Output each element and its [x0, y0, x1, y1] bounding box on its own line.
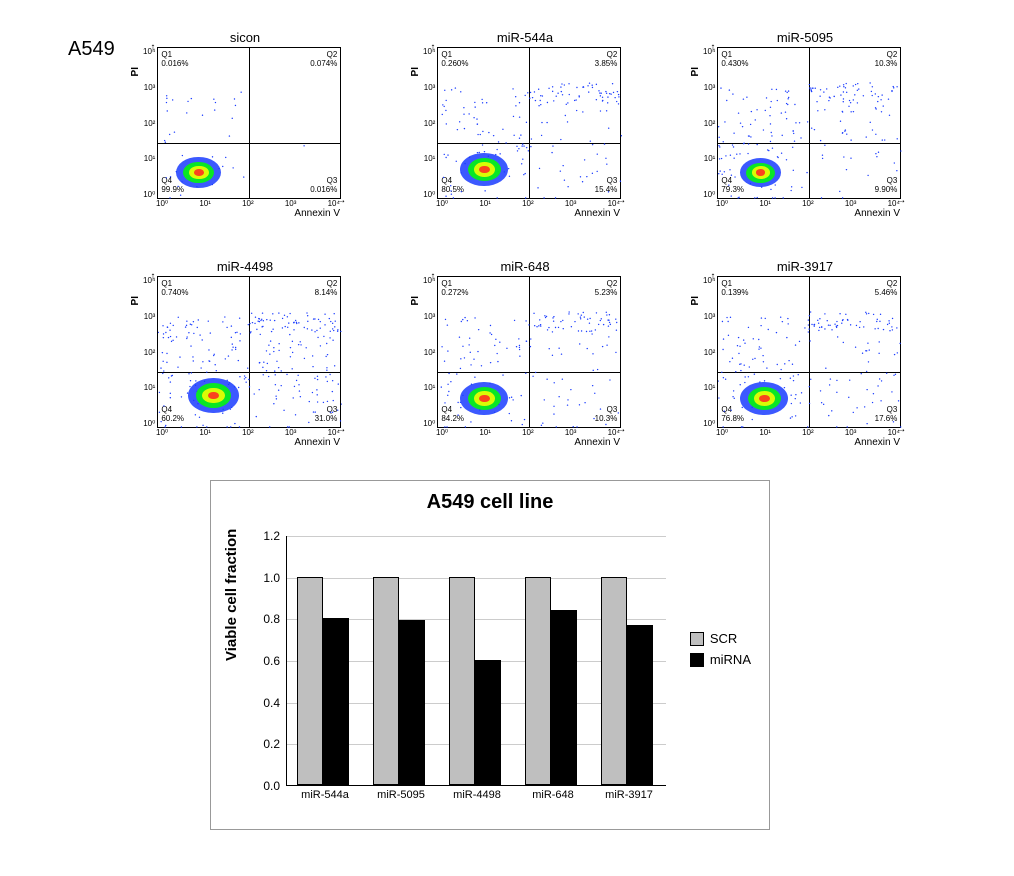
- y-ticks: 10⁴10³10²10¹10⁰: [703, 47, 715, 199]
- bar-chart-y-label: Viable cell fraction: [223, 529, 240, 661]
- bar-scr: [373, 577, 399, 785]
- x-axis-label: Annexin V: [436, 208, 620, 219]
- x-axis-label: Annexin V: [436, 437, 620, 448]
- scatter-title: miR-544a: [410, 30, 640, 45]
- y-ticks: 10⁴10³10²10¹10⁰: [703, 276, 715, 428]
- y-axis-label: PI: [130, 296, 141, 305]
- plot-box: ↑→Q10.139%Q25.46%Q317.6%Q476.8%: [717, 276, 901, 428]
- bar-y-tick: 1.2: [263, 529, 280, 543]
- bar-x-label: miR-544a: [301, 789, 349, 801]
- bar-scr: [297, 577, 323, 785]
- bar-y-tick: 0.2: [263, 737, 280, 751]
- x-axis-label: Annexin V: [156, 437, 340, 448]
- plot-box: ↑→Q10.740%Q28.14%Q331.0%Q460.2%: [157, 276, 341, 428]
- scatter-title: miR-648: [410, 259, 640, 274]
- bar-y-tick: 0.6: [263, 654, 280, 668]
- bar-mirna: [551, 610, 577, 785]
- x-ticks: 10⁰10¹10²10³10⁴: [716, 428, 900, 437]
- scatter-panel-miR-648: miR-648 PI10⁴10³10²10¹10⁰↑→Q10.272%Q25.23…: [410, 259, 640, 448]
- bar-y-tick: 0.4: [263, 696, 280, 710]
- y-ticks: 10⁴10³10²10¹10⁰: [423, 47, 435, 199]
- scatter-dots: [718, 277, 902, 429]
- bar-x-label: miR-4498: [453, 789, 501, 801]
- x-axis-label: Annexin V: [716, 208, 900, 219]
- bar-x-label: miR-3917: [605, 789, 653, 801]
- y-ticks: 10⁴10³10²10¹10⁰: [143, 47, 155, 199]
- bar-scr: [601, 577, 627, 785]
- x-axis-label: Annexin V: [156, 208, 340, 219]
- legend-label-scr: SCR: [710, 631, 737, 646]
- bar-chart-title: A549 cell line: [211, 491, 769, 514]
- bar-x-label: miR-648: [532, 789, 574, 801]
- y-axis-label: PI: [690, 296, 701, 305]
- bar-plot-area: 0.00.20.40.60.81.01.2miR-544amiR-5095miR…: [286, 536, 666, 786]
- bar-y-tick: 0.0: [263, 779, 280, 793]
- legend-item-scr: SCR: [690, 631, 751, 646]
- y-axis-label: PI: [410, 67, 421, 76]
- scatter-title: miR-4498: [130, 259, 360, 274]
- x-ticks: 10⁰10¹10²10³10⁴: [156, 199, 340, 208]
- scatter-panel-sicon: sicon PI10⁴10³10²10¹10⁰↑→Q10.016%Q20.074%…: [130, 30, 360, 219]
- scatter-panel-miR-3917: miR-3917 PI10⁴10³10²10¹10⁰↑→Q10.139%Q25.4…: [690, 259, 920, 448]
- scatter-title: miR-5095: [690, 30, 920, 45]
- x-ticks: 10⁰10¹10²10³10⁴: [156, 428, 340, 437]
- scatter-dots: [438, 277, 622, 429]
- scatter-dots: [438, 48, 622, 200]
- y-axis-label: PI: [130, 67, 141, 76]
- bar-x-label: miR-5095: [377, 789, 425, 801]
- scatter-dots: [718, 48, 902, 200]
- bar-y-tick: 0.8: [263, 612, 280, 626]
- y-axis-label: PI: [690, 67, 701, 76]
- scatter-panel-miR-544a: miR-544a PI10⁴10³10²10¹10⁰↑→Q10.260%Q23.8…: [410, 30, 640, 219]
- legend-item-mirna: miRNA: [690, 652, 751, 667]
- scatter-title: sicon: [130, 30, 360, 45]
- bar-scr: [449, 577, 475, 785]
- bar-scr: [525, 577, 551, 785]
- scatter-grid: siconPI10⁴10³10²10¹10⁰↑→Q10.016%Q20.074%…: [130, 30, 970, 488]
- legend-swatch-scr: [690, 632, 704, 646]
- x-axis-label: Annexin V: [716, 437, 900, 448]
- bar-mirna: [475, 660, 501, 785]
- legend-swatch-mirna: [690, 653, 704, 667]
- scatter-title: miR-3917: [690, 259, 920, 274]
- plot-box: ↑→Q10.430%Q210.3%Q39.90%Q479.3%: [717, 47, 901, 199]
- cell-line-label: A549: [68, 38, 115, 61]
- plot-box: ↑→Q10.260%Q23.85%Q315.4%Q480.5%: [437, 47, 621, 199]
- y-axis-label: PI: [410, 296, 421, 305]
- legend-label-mirna: miRNA: [710, 652, 751, 667]
- plot-box: ↑→Q10.272%Q25.23%Q310.3%Q484.2%: [437, 276, 621, 428]
- bar-chart-legend: SCR miRNA: [690, 631, 751, 673]
- y-ticks: 10⁴10³10²10¹10⁰: [143, 276, 155, 428]
- x-ticks: 10⁰10¹10²10³10⁴: [716, 199, 900, 208]
- scatter-dots: [158, 277, 342, 429]
- scatter-dots: [158, 48, 342, 200]
- bar-mirna: [323, 618, 349, 785]
- bar-mirna: [399, 620, 425, 785]
- y-ticks: 10⁴10³10²10¹10⁰: [423, 276, 435, 428]
- x-ticks: 10⁰10¹10²10³10⁴: [436, 428, 620, 437]
- bar-chart: A549 cell line Viable cell fraction 0.00…: [210, 480, 770, 830]
- bar-mirna: [627, 625, 653, 785]
- bar-y-tick: 1.0: [263, 571, 280, 585]
- x-ticks: 10⁰10¹10²10³10⁴: [436, 199, 620, 208]
- scatter-panel-miR-4498: miR-4498 PI10⁴10³10²10¹10⁰↑→Q10.740%Q28.1…: [130, 259, 360, 448]
- plot-box: ↑→Q10.016%Q20.074%Q30.016%Q499.9%: [157, 47, 341, 199]
- scatter-panel-miR-5095: miR-5095 PI10⁴10³10²10¹10⁰↑→Q10.430%Q210.…: [690, 30, 920, 219]
